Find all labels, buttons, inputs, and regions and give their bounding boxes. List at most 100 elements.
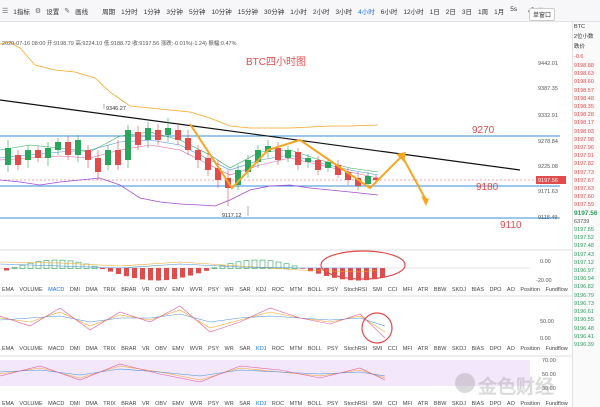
indicator-tab[interactable]: MTM — [289, 287, 303, 293]
indicator-tab[interactable]: DMI — [69, 346, 80, 352]
indicator-tab[interactable]: SMI — [372, 346, 383, 352]
window-mode-select[interactable]: 单窗口 — [529, 8, 556, 21]
indicator-tab[interactable]: KDJ — [256, 287, 267, 293]
indicator-tab[interactable]: KDJ — [256, 401, 267, 407]
menu-icon[interactable]: ☰ — [2, 7, 9, 15]
indicator-tab[interactable]: Fundflow — [545, 346, 568, 352]
indicator-tab[interactable]: VR — [142, 346, 150, 352]
indicator-tab[interactable]: EMA — [2, 346, 14, 352]
indicator-tab[interactable]: StochRSI — [343, 346, 368, 352]
indicator-tab[interactable]: DMA — [85, 346, 98, 352]
indicator-tab[interactable]: EMV — [172, 287, 185, 293]
indicator-tab[interactable]: VR — [142, 401, 150, 407]
indicator-tab[interactable]: BBW — [433, 287, 447, 293]
interval-2[interactable]: 1分钟 — [143, 8, 161, 16]
indicator-tab[interactable]: ATR — [417, 401, 429, 407]
indicator-tab[interactable]: MACD — [48, 401, 65, 407]
indicator-tab[interactable]: MTM — [289, 346, 303, 352]
interval-12[interactable]: 6小时 — [380, 8, 398, 16]
indicator-tab[interactable]: VR — [142, 287, 150, 293]
indicator-tab[interactable]: VOLUME — [19, 287, 43, 293]
indicator-tab[interactable]: BRAR — [121, 401, 137, 407]
interval-1[interactable]: 1分时 — [121, 8, 138, 16]
indicator-tab[interactable]: WVR — [189, 346, 203, 352]
interval-8[interactable]: 1小时 — [290, 8, 307, 16]
indicator-tab[interactable]: WVR — [189, 401, 203, 407]
settings-icon[interactable]: ⚙ — [34, 7, 42, 15]
indicator-tab[interactable]: WR — [224, 401, 234, 407]
indicator-tab[interactable]: Position — [520, 401, 540, 407]
indicator-tab[interactable]: AO — [506, 401, 515, 407]
interval-15[interactable]: 2日 — [445, 8, 456, 16]
indicator-tab[interactable]: MFI — [402, 346, 413, 352]
indicator-tab[interactable]: BOLL — [307, 401, 322, 407]
indicator-tab[interactable]: KDJ — [256, 346, 267, 352]
interval-16[interactable]: 3日 — [461, 8, 472, 16]
interval-13[interactable]: 12小时 — [403, 8, 424, 16]
indicator-tab[interactable]: SAR — [239, 346, 251, 352]
orderbook-precision[interactable]: 2位小数 — [574, 34, 594, 40]
indicator-tab[interactable]: CCI — [387, 287, 398, 293]
settings-button[interactable]: 设置 — [46, 8, 60, 16]
indicator-tab[interactable]: OBV — [155, 401, 167, 407]
interval-4[interactable]: 5分钟 — [188, 8, 206, 16]
indicator-tab[interactable]: DMA — [85, 401, 98, 407]
indicator-tab[interactable]: SAR — [239, 287, 251, 293]
indicator-tab[interactable]: CCI — [387, 401, 398, 407]
indicator-tab[interactable]: DPO — [489, 287, 502, 293]
indicator-tab[interactable]: TRIX — [103, 401, 116, 407]
indicator-tab[interactable]: OBV — [155, 346, 167, 352]
indicator-tab[interactable]: ROC — [271, 346, 285, 352]
indicator-tab[interactable]: PSY — [208, 287, 220, 293]
indicator-tab[interactable]: Fundflow — [545, 287, 568, 293]
indicator-tab[interactable]: AO — [506, 346, 515, 352]
indicator-tab[interactable]: BIAS — [471, 287, 484, 293]
indicator-tab[interactable]: CCI — [387, 346, 398, 352]
indicator-button[interactable]: 1指标 — [13, 8, 30, 16]
indicator-tab[interactable]: Position — [520, 346, 540, 352]
indicator-tab[interactable]: WR — [224, 346, 234, 352]
interval-5[interactable]: 10分钟 — [211, 8, 232, 16]
indicator-tab[interactable]: TRIX — [103, 346, 116, 352]
interval-3[interactable]: 3分钟 — [166, 8, 183, 16]
indicator-tab[interactable]: DPO — [489, 401, 502, 407]
interval-6[interactable]: 15分钟 — [237, 8, 259, 16]
indicator-tab[interactable]: BBW — [433, 346, 447, 352]
indicator-tab[interactable]: MTM — [289, 401, 303, 407]
interval-19[interactable]: 5s — [510, 5, 518, 13]
indicator-tab[interactable]: SKDJ — [451, 346, 466, 352]
indicator-tab[interactable]: PSY — [208, 346, 220, 352]
indicator-tab[interactable]: BRAR — [121, 346, 137, 352]
indicator-tab[interactable]: WVR — [189, 287, 203, 293]
indicator-tab[interactable]: PSY — [327, 401, 339, 407]
draw-button[interactable]: 画线 — [75, 8, 89, 16]
indicator-tab[interactable]: AO — [506, 287, 515, 293]
indicator-tab[interactable]: Fundflow — [545, 401, 568, 407]
indicator-tab[interactable]: StochRSI — [343, 287, 368, 293]
indicator-tab[interactable]: SKDJ — [451, 401, 466, 407]
draw-icon[interactable]: ✎ — [64, 7, 71, 15]
indicator-tab[interactable]: BBW — [433, 401, 447, 407]
indicator-tab[interactable]: VOLUME — [19, 346, 43, 352]
indicator-tab[interactable]: PSY — [327, 287, 339, 293]
indicator-tab[interactable]: StochRSI — [343, 401, 368, 407]
indicator-tab[interactable]: MFI — [402, 287, 413, 293]
interval-0[interactable]: 周期 — [102, 8, 116, 16]
indicator-tab[interactable]: ATR — [417, 287, 429, 293]
interval-7[interactable]: 30分钟 — [264, 8, 285, 16]
indicator-tab[interactable]: MACD — [48, 346, 65, 352]
indicator-tab[interactable]: BRAR — [121, 287, 137, 293]
indicator-tab[interactable]: MFI — [402, 401, 413, 407]
indicator-tab[interactable]: BIAS — [471, 401, 484, 407]
indicator-tab[interactable]: MACD — [48, 287, 65, 293]
indicator-tab[interactable]: DMI — [69, 287, 80, 293]
indicator-tab[interactable]: DMI — [69, 401, 80, 407]
indicator-tab[interactable]: BOLL — [307, 287, 322, 293]
indicator-tab[interactable]: DPO — [489, 346, 502, 352]
indicator-tab[interactable]: SMI — [372, 287, 383, 293]
indicator-tab[interactable]: PSY — [208, 401, 220, 407]
indicator-tab[interactable]: VOLUME — [19, 401, 43, 407]
interval-14[interactable]: 1日 — [429, 8, 440, 16]
interval-10[interactable]: 3小时 — [335, 8, 353, 16]
indicator-tab[interactable]: SKDJ — [451, 287, 466, 293]
